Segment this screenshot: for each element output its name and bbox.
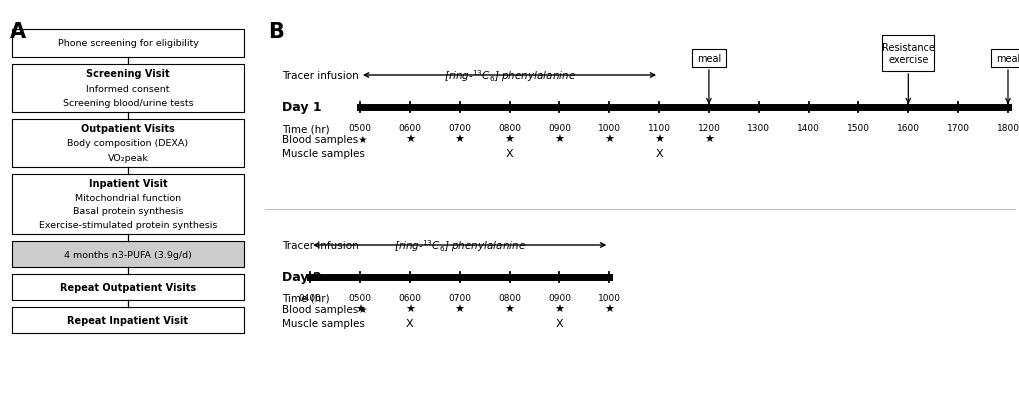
Text: Day 1: Day 1 <box>281 101 321 114</box>
Text: Muscle samples: Muscle samples <box>281 318 365 328</box>
FancyBboxPatch shape <box>12 65 244 113</box>
Text: Exercise-stimulated protein synthesis: Exercise-stimulated protein synthesis <box>39 221 217 230</box>
Text: Tracer infusion: Tracer infusion <box>281 71 359 81</box>
Text: ★: ★ <box>454 304 465 314</box>
Text: Blood samples★: Blood samples★ <box>281 135 367 145</box>
FancyBboxPatch shape <box>12 120 244 168</box>
Text: 1100: 1100 <box>647 124 669 133</box>
Text: Screening blood/urine tests: Screening blood/urine tests <box>62 99 194 108</box>
Text: ★: ★ <box>554 135 564 145</box>
Text: 0900: 0900 <box>547 124 571 133</box>
Text: [$ring$-$^{13}$C$_6$] phenylalanine: [$ring$-$^{13}$C$_6$] phenylalanine <box>443 68 575 84</box>
Text: X: X <box>654 149 662 159</box>
Text: 1300: 1300 <box>747 124 769 133</box>
Text: 1000: 1000 <box>597 293 621 302</box>
Text: ★: ★ <box>653 135 663 145</box>
Text: Blood samples★: Blood samples★ <box>281 304 367 314</box>
Text: Inpatient Visit: Inpatient Visit <box>89 179 167 189</box>
Text: ★: ★ <box>603 135 613 145</box>
FancyBboxPatch shape <box>12 241 244 267</box>
Text: Time (hr): Time (hr) <box>281 124 329 134</box>
Text: Day 2: Day 2 <box>281 271 321 284</box>
Text: 1200: 1200 <box>697 124 719 133</box>
FancyBboxPatch shape <box>691 50 726 68</box>
Text: [$ring$-$^{13}$C$_6$] phenylalanine: [$ring$-$^{13}$C$_6$] phenylalanine <box>393 237 525 253</box>
Text: ★: ★ <box>355 304 365 314</box>
Text: 0700: 0700 <box>447 124 471 133</box>
Text: Phone screening for eligibility: Phone screening for eligibility <box>57 39 199 48</box>
Text: Screening Visit: Screening Visit <box>86 69 169 79</box>
Text: X: X <box>555 318 562 328</box>
Text: 1000: 1000 <box>597 124 621 133</box>
Text: ★: ★ <box>554 304 564 314</box>
FancyBboxPatch shape <box>881 36 933 72</box>
Text: 0500: 0500 <box>348 124 371 133</box>
FancyBboxPatch shape <box>12 175 244 234</box>
Text: meal: meal <box>696 54 720 64</box>
Text: Mitochondrial function: Mitochondrial function <box>74 193 181 202</box>
Text: Informed consent: Informed consent <box>87 84 169 93</box>
Text: X: X <box>505 149 513 159</box>
Text: ★: ★ <box>603 304 613 314</box>
Text: ★: ★ <box>504 135 514 145</box>
Text: 0700: 0700 <box>447 293 471 302</box>
FancyBboxPatch shape <box>990 50 1019 68</box>
Text: 0400: 0400 <box>299 293 321 302</box>
Text: 0900: 0900 <box>547 293 571 302</box>
Text: 0800: 0800 <box>497 124 521 133</box>
Text: VO₂peak: VO₂peak <box>107 153 149 163</box>
FancyBboxPatch shape <box>12 307 244 333</box>
Text: Tracer infusion: Tracer infusion <box>281 241 359 250</box>
Text: 0500: 0500 <box>348 293 371 302</box>
Text: Repeat Inpatient Visit: Repeat Inpatient Visit <box>67 315 189 325</box>
Text: 1600: 1600 <box>896 124 919 133</box>
Text: Muscle samples: Muscle samples <box>281 149 365 159</box>
Text: 4 months n3-PUFA (3.9g/d): 4 months n3-PUFA (3.9g/d) <box>64 250 192 259</box>
Text: Basal protein synthesis: Basal protein synthesis <box>72 207 183 216</box>
FancyBboxPatch shape <box>12 30 244 58</box>
Text: 1500: 1500 <box>846 124 869 133</box>
Text: 1800: 1800 <box>996 124 1019 133</box>
Text: ★: ★ <box>703 135 713 145</box>
Text: A: A <box>10 22 26 42</box>
Text: B: B <box>268 22 283 42</box>
Text: Outpatient Visits: Outpatient Visits <box>82 124 174 134</box>
Text: 0800: 0800 <box>497 293 521 302</box>
Text: meal: meal <box>995 54 1019 64</box>
Text: ★: ★ <box>504 304 514 314</box>
Text: 1700: 1700 <box>946 124 969 133</box>
Text: ★: ★ <box>454 135 465 145</box>
Text: Repeat Outpatient Visits: Repeat Outpatient Visits <box>60 282 196 292</box>
FancyBboxPatch shape <box>12 274 244 300</box>
Text: ★: ★ <box>405 135 415 145</box>
Text: 0600: 0600 <box>398 124 421 133</box>
Text: Body composition (DEXA): Body composition (DEXA) <box>67 139 189 148</box>
Text: ★: ★ <box>405 304 415 314</box>
Text: Time (hr): Time (hr) <box>281 293 329 303</box>
Text: X: X <box>406 318 414 328</box>
Text: 1400: 1400 <box>797 124 819 133</box>
Text: Resistance
exercise: Resistance exercise <box>881 43 933 65</box>
Text: 0600: 0600 <box>398 293 421 302</box>
